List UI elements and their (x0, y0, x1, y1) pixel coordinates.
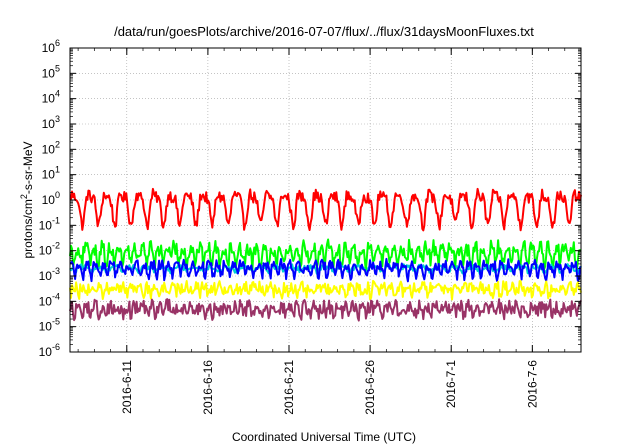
y-tick-label-base: 10 (39, 244, 53, 258)
x-tick-label: 2016-6-26 (363, 360, 377, 415)
y-tick-label-exp: 6 (55, 38, 60, 48)
y-tick-label: 10-5 (39, 317, 60, 334)
y-tick-label: 10-6 (39, 342, 60, 359)
y-tick-label-base: 10 (39, 269, 53, 283)
x-tick-label: 2016-6-21 (282, 360, 296, 415)
y-tick-label-base: 10 (42, 168, 56, 182)
y-tick-label-exp: 5 (55, 63, 60, 73)
series-line (69, 187, 582, 232)
y-axis-label-base: protons/cm (21, 199, 35, 258)
y-tick-label-exp: -6 (52, 342, 60, 352)
y-tick-label: 10-2 (39, 241, 60, 258)
x-axis-label: Coordinated Universal Time (UTC) (232, 430, 416, 444)
x-tick-label: 2016-6-11 (120, 360, 134, 414)
y-tick-label-exp: -5 (52, 317, 60, 327)
y-tick-label-base: 10 (42, 41, 56, 55)
y-tick-label: 105 (42, 63, 60, 80)
y-tick-label-base: 10 (39, 320, 53, 334)
y-tick-label: 100 (42, 190, 60, 207)
y-axis-label: protons/cm2-s-sr-MeV (19, 141, 35, 258)
y-tick-label: 10-3 (39, 266, 60, 283)
series-line (69, 257, 582, 283)
y-tick-label-exp: -4 (52, 291, 60, 301)
x-tick-label: 2016-6-16 (201, 360, 215, 415)
y-tick-label-exp: -3 (52, 266, 60, 276)
series-line (69, 279, 582, 301)
y-axis-label-sup: 2 (19, 194, 29, 199)
y-tick-label: 101 (42, 165, 60, 182)
y-tick-label-exp: 1 (55, 165, 60, 175)
x-axis-ticks: 2016-6-11 2016-6-16 2016-6-21 2016-6-26 2016… (77, 48, 566, 415)
y-tick-label: 10-1 (39, 215, 60, 232)
x-tick-label: 2016-7-6 (525, 360, 539, 408)
y-tick-label: 102 (42, 139, 60, 156)
y-tick-label-base: 10 (39, 218, 53, 232)
y-tick-label: 103 (42, 114, 60, 131)
chart-title: /data/run/goesPlots/archive/2016-07-07/f… (114, 24, 534, 39)
y-tick-label-base: 10 (42, 142, 56, 156)
y-axis-label-rest: -s-sr-MeV (21, 141, 35, 194)
y-tick-label-exp: 0 (55, 190, 60, 200)
data-series-group (69, 187, 582, 322)
series-line (69, 298, 582, 322)
y-tick-label-base: 10 (42, 66, 56, 80)
y-axis-ticks: 10-610-510-410-310-210-11001011021031041… (39, 38, 581, 359)
y-tick-label-base: 10 (42, 193, 56, 207)
y-tick-label-base: 10 (42, 117, 56, 131)
y-tick-label: 10-4 (39, 291, 60, 308)
y-tick-label-base: 10 (42, 92, 56, 106)
x-tick-label: 2016-7-1 (444, 360, 458, 408)
y-tick-label: 104 (42, 89, 60, 106)
y-tick-label-base: 10 (39, 294, 53, 308)
y-tick-label-exp: -1 (52, 215, 60, 225)
y-tick-label-exp: 2 (55, 139, 60, 149)
y-tick-label-exp: 3 (55, 114, 60, 124)
y-tick-label: 106 (42, 38, 60, 55)
y-tick-label-base: 10 (39, 345, 53, 359)
y-tick-label-exp: -2 (52, 241, 60, 251)
y-tick-label-exp: 4 (55, 89, 60, 99)
